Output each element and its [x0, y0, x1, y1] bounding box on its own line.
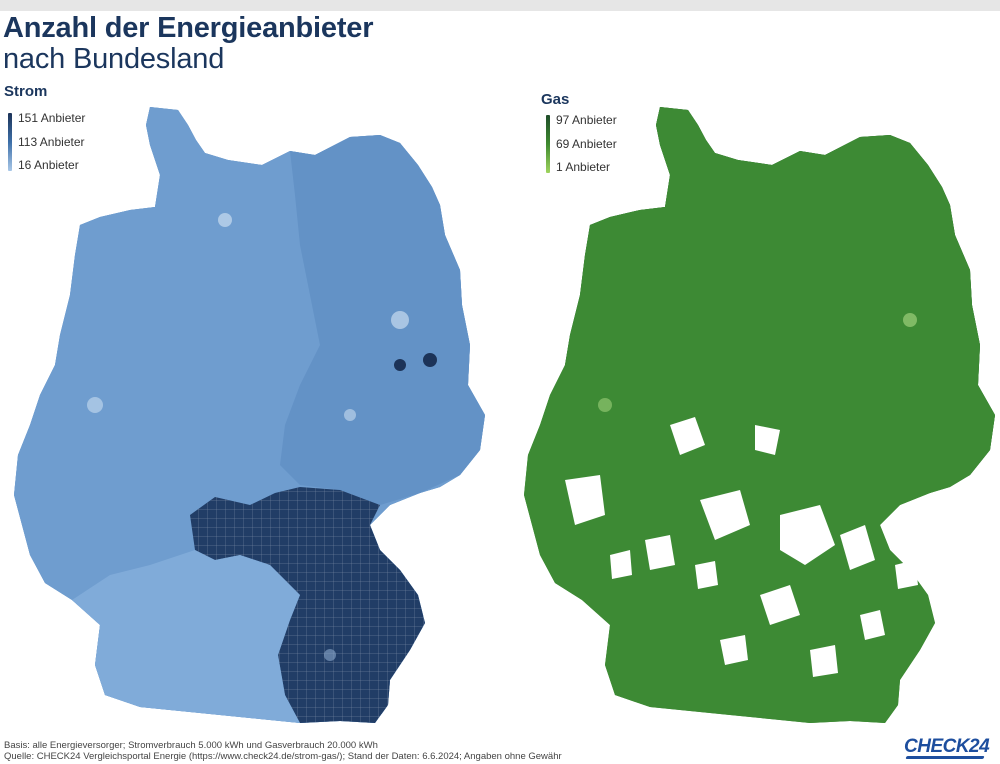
- gas-map: [524, 107, 995, 723]
- page-subtitle: nach Bundesland: [3, 43, 225, 75]
- page-title: Anzahl der Energieanbieter: [3, 12, 374, 44]
- strom-legend-mid: 113 Anbieter: [18, 135, 85, 149]
- strom-east-region: [280, 135, 485, 505]
- footer: Basis: alle Energieversorger; Stromverbr…: [4, 740, 562, 762]
- strom-map: [14, 107, 485, 723]
- footer-source: Quelle: CHECK24 Vergleichsportal Energie…: [4, 751, 562, 762]
- check24-logo: CHECK24: [904, 736, 990, 759]
- title-block: Anzahl der Energieanbieter nach Bundesla…: [3, 12, 373, 74]
- gas-legend: 97 Anbieter 69 Anbieter 1 Anbieter: [546, 113, 666, 175]
- gas-legend-mid: 69 Anbieter: [556, 137, 617, 151]
- gas-no-data-areas: [565, 417, 918, 677]
- gas-legend-gradient: [546, 115, 550, 173]
- strom-legend-max: 151 Anbieter: [18, 111, 86, 125]
- check24-logo-text: CHECK24: [904, 736, 990, 757]
- gas-label: Gas: [541, 91, 570, 108]
- top-bar: [0, 0, 1000, 11]
- gas-legend-min: 1 Anbieter: [556, 160, 611, 174]
- strom-southwest-region: [72, 550, 300, 723]
- strom-legend-min: 16 Anbieter: [18, 158, 79, 172]
- footer-basis: Basis: alle Energieversorger; Stromverbr…: [4, 740, 378, 751]
- strom-legend: 151 Anbieter 113 Anbieter 16 Anbieter: [8, 111, 128, 173]
- strom-label: Strom: [4, 83, 48, 100]
- strom-legend-gradient: [8, 113, 12, 171]
- logo-swoosh: [905, 756, 985, 759]
- gas-legend-max: 97 Anbieter: [556, 113, 617, 127]
